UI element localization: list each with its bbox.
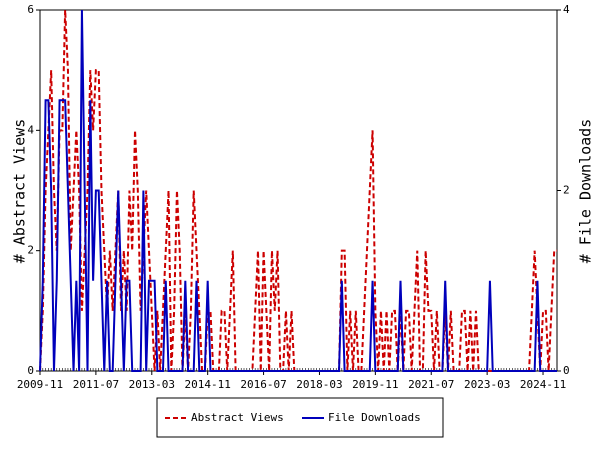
x-tick-label: 2019-11 [352, 378, 398, 391]
y-tick-label: 6 [27, 3, 34, 16]
legend-label: File Downloads [328, 411, 421, 424]
x-tick-label: 2023-03 [464, 378, 510, 391]
x-tick-label: 2011-07 [73, 378, 119, 391]
x-tick-label: 2013-03 [129, 378, 175, 391]
series-line [39, 9, 557, 372]
legend-box [156, 397, 444, 438]
x-tick-label: 2014-11 [184, 378, 230, 391]
x-tick-label: 2024-11 [520, 378, 566, 391]
y2-tick-label: 4 [563, 3, 570, 16]
x-tick-label: 2021-07 [408, 378, 454, 391]
y2-tick-label: 2 [563, 184, 570, 197]
y2-axis-label: # File Downloads [577, 119, 595, 264]
x-tick-label: 2009-11 [17, 378, 63, 391]
x-tick-label: 2016-07 [240, 378, 286, 391]
x-tick-label: 2018-03 [296, 378, 342, 391]
y-axis-label: # Abstract Views [11, 119, 29, 264]
y-tick-label: 2 [27, 244, 34, 257]
y-tick-label: 0 [27, 364, 34, 377]
y2-tick-label: 0 [563, 364, 570, 377]
legend-label: Abstract Views [191, 411, 284, 424]
y-tick-label: 4 [27, 123, 34, 136]
